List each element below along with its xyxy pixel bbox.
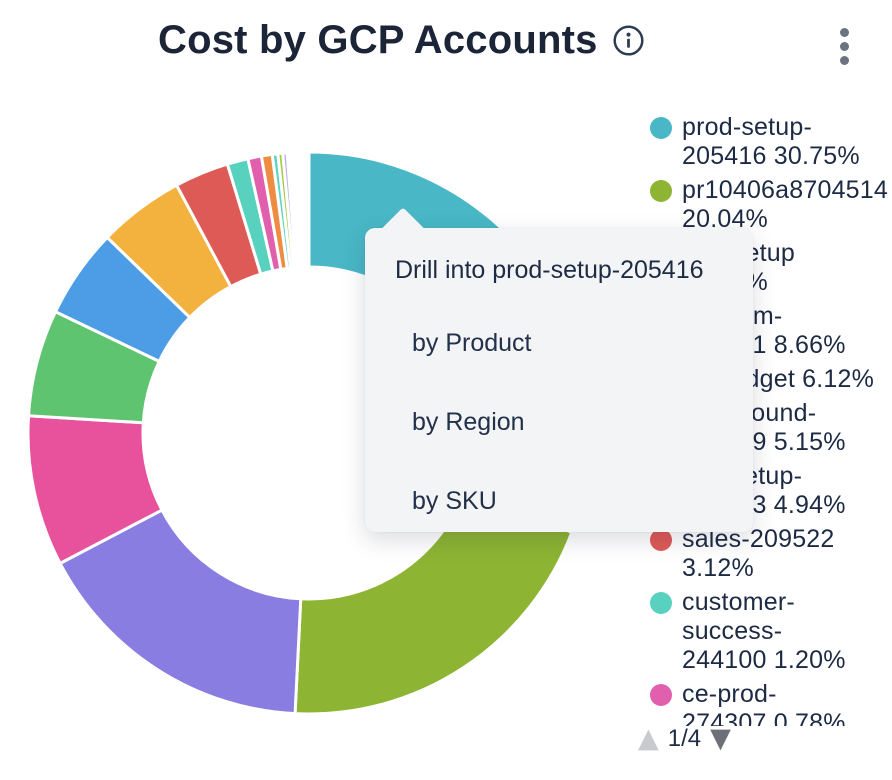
legend-swatch — [650, 180, 672, 202]
legend-item[interactable]: customer-success- 244100 1.20% — [650, 588, 888, 675]
legend-item[interactable]: prod-setup- 205416 30.75% — [650, 113, 888, 171]
page-indicator: 1/4 — [667, 725, 702, 752]
legend-swatch — [650, 529, 672, 551]
legend-label: pr10406a8704514 20.04% — [682, 176, 888, 233]
legend-item[interactable]: ce-prod- 274307 0.78% — [650, 680, 888, 726]
kebab-dot — [840, 56, 849, 65]
legend-swatch — [650, 684, 672, 706]
legend-label: prod-setup- 205416 30.75% — [682, 113, 860, 170]
kebab-dot — [840, 42, 849, 51]
legend-swatch — [650, 117, 672, 139]
legend-swatch — [650, 592, 672, 614]
popover-item-by-sku[interactable]: by SKU — [412, 487, 497, 515]
legend-item[interactable]: sales-209522 3.12% — [650, 525, 888, 583]
drilldown-popover: Drill into prod-setup-205416 by Product … — [365, 207, 753, 532]
chart-title: Cost by GCP Accounts — [158, 18, 598, 62]
popover-item-by-product[interactable]: by Product — [412, 329, 532, 357]
legend-item[interactable]: pr10406a8704514 20.04% — [650, 176, 888, 234]
popover-item-by-region[interactable]: by Region — [412, 408, 525, 436]
kebab-menu-icon[interactable] — [836, 24, 853, 69]
info-icon[interactable] — [612, 24, 645, 57]
chart-header: Cost by GCP Accounts — [158, 18, 645, 63]
legend-pagination: ▲ 1/4 ▼ — [638, 724, 731, 754]
pie-slice-pr10406a8704514[interactable] — [293, 490, 574, 716]
page-down-icon[interactable]: ▼ — [710, 723, 731, 754]
popover-title: Drill into prod-setup-205416 — [395, 256, 704, 284]
kebab-dot — [840, 28, 849, 37]
legend-label: ce-prod- 274307 0.78% — [682, 680, 846, 726]
pie-slice-others-rest[interactable] — [285, 150, 311, 269]
legend-label: sales-209522 3.12% — [682, 525, 835, 582]
page-up-icon[interactable]: ▲ — [638, 723, 659, 754]
legend-label: customer-success- 244100 1.20% — [682, 588, 846, 674]
